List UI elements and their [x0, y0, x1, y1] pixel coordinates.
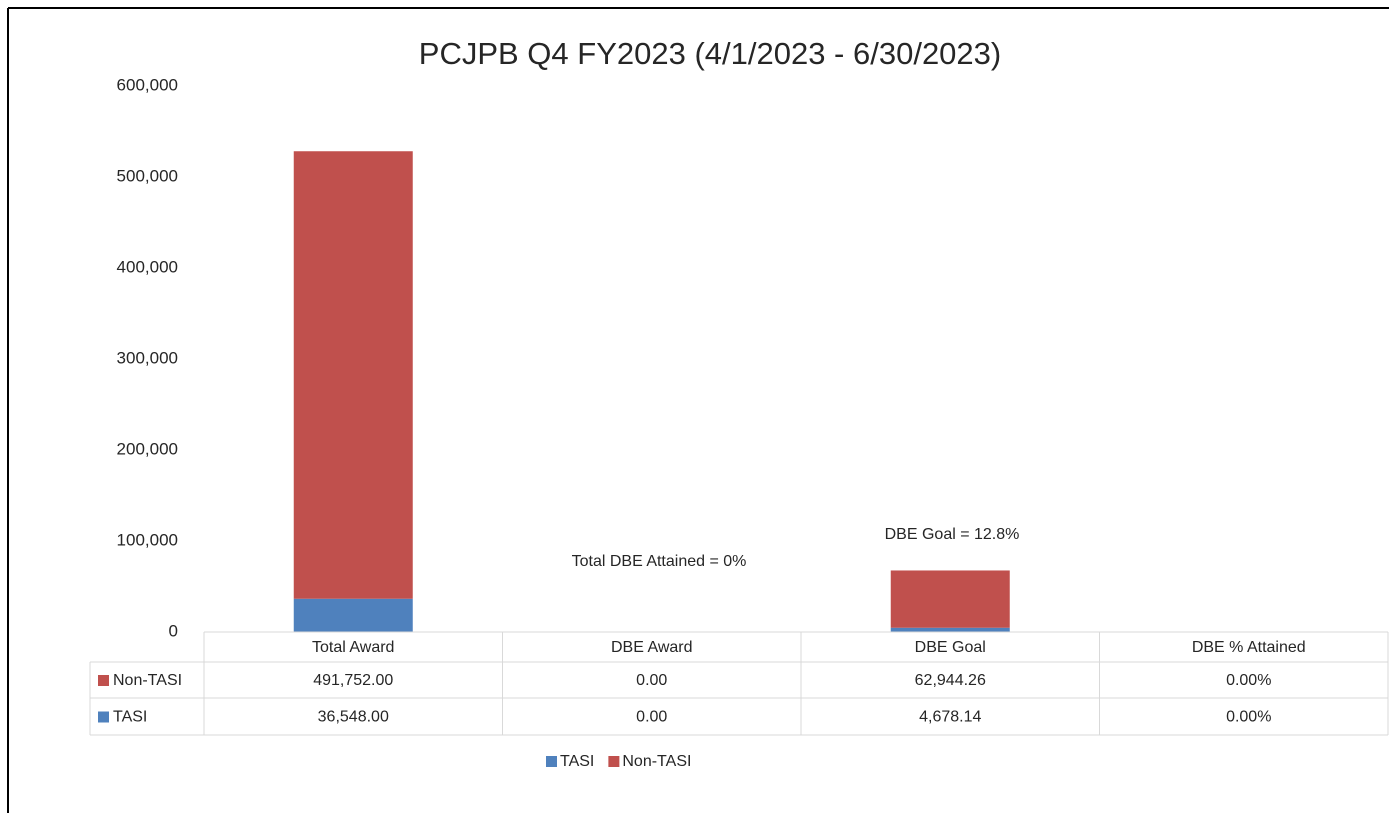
legend-label: TASI [560, 753, 594, 770]
x-tick-label: Total Award [312, 639, 394, 656]
table-value: 0.00% [1226, 709, 1271, 726]
table-value: 36,548.00 [318, 709, 389, 726]
y-tick-label: 500,000 [117, 166, 178, 185]
y-tick-label: 300,000 [117, 348, 178, 367]
table-value: 491,752.00 [313, 672, 393, 689]
table-value: 0.00% [1226, 672, 1271, 689]
bar-segment [890, 570, 1010, 628]
legend-key [608, 756, 620, 767]
x-tick-label: DBE Goal [915, 639, 986, 656]
table-value: 4,678.14 [919, 709, 981, 726]
annotation: DBE Goal = 12.8% [885, 526, 1020, 543]
x-tick-label: DBE % Attained [1192, 639, 1306, 656]
annotation: Total DBE Attained = 0% [572, 553, 747, 570]
table-value: 0.00 [636, 709, 667, 726]
legend-label: Non-TASI [622, 753, 691, 770]
bar-segment [293, 151, 413, 599]
chart-title: PCJPB Q4 FY2023 (4/1/2023 - 6/30/2023) [419, 36, 1001, 71]
x-tick-label: DBE Award [611, 639, 693, 656]
y-tick-label: 600,000 [117, 75, 178, 94]
table-value: 0.00 [636, 672, 667, 689]
table-legend-key [98, 675, 109, 686]
table-row-label: Non-TASI [113, 672, 182, 689]
y-tick-label: 200,000 [117, 439, 178, 458]
bar-segment [293, 598, 413, 632]
table-row-label: TASI [113, 709, 147, 726]
legend-key [546, 756, 557, 767]
table-value: 62,944.26 [915, 672, 986, 689]
y-tick-label: 100,000 [117, 530, 178, 549]
y-tick-label: 0 [169, 621, 178, 640]
table-legend-key [98, 711, 109, 723]
bar-segment [890, 627, 1010, 632]
y-tick-label: 400,000 [117, 257, 178, 276]
